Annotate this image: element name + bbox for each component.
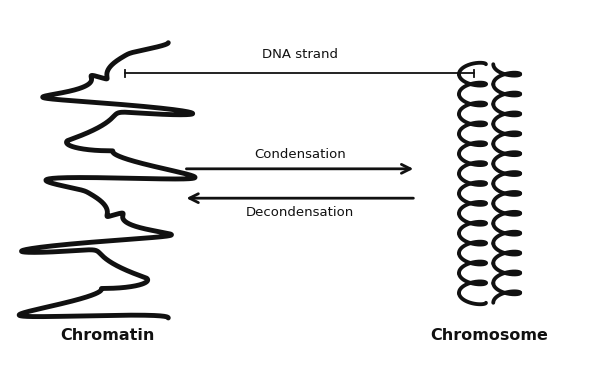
Text: DNA strand: DNA strand <box>262 48 338 61</box>
Text: Chromatin: Chromatin <box>60 328 154 343</box>
Text: Decondensation: Decondensation <box>246 206 354 219</box>
Text: Chromosome: Chromosome <box>431 328 548 343</box>
Text: Condensation: Condensation <box>254 148 346 161</box>
